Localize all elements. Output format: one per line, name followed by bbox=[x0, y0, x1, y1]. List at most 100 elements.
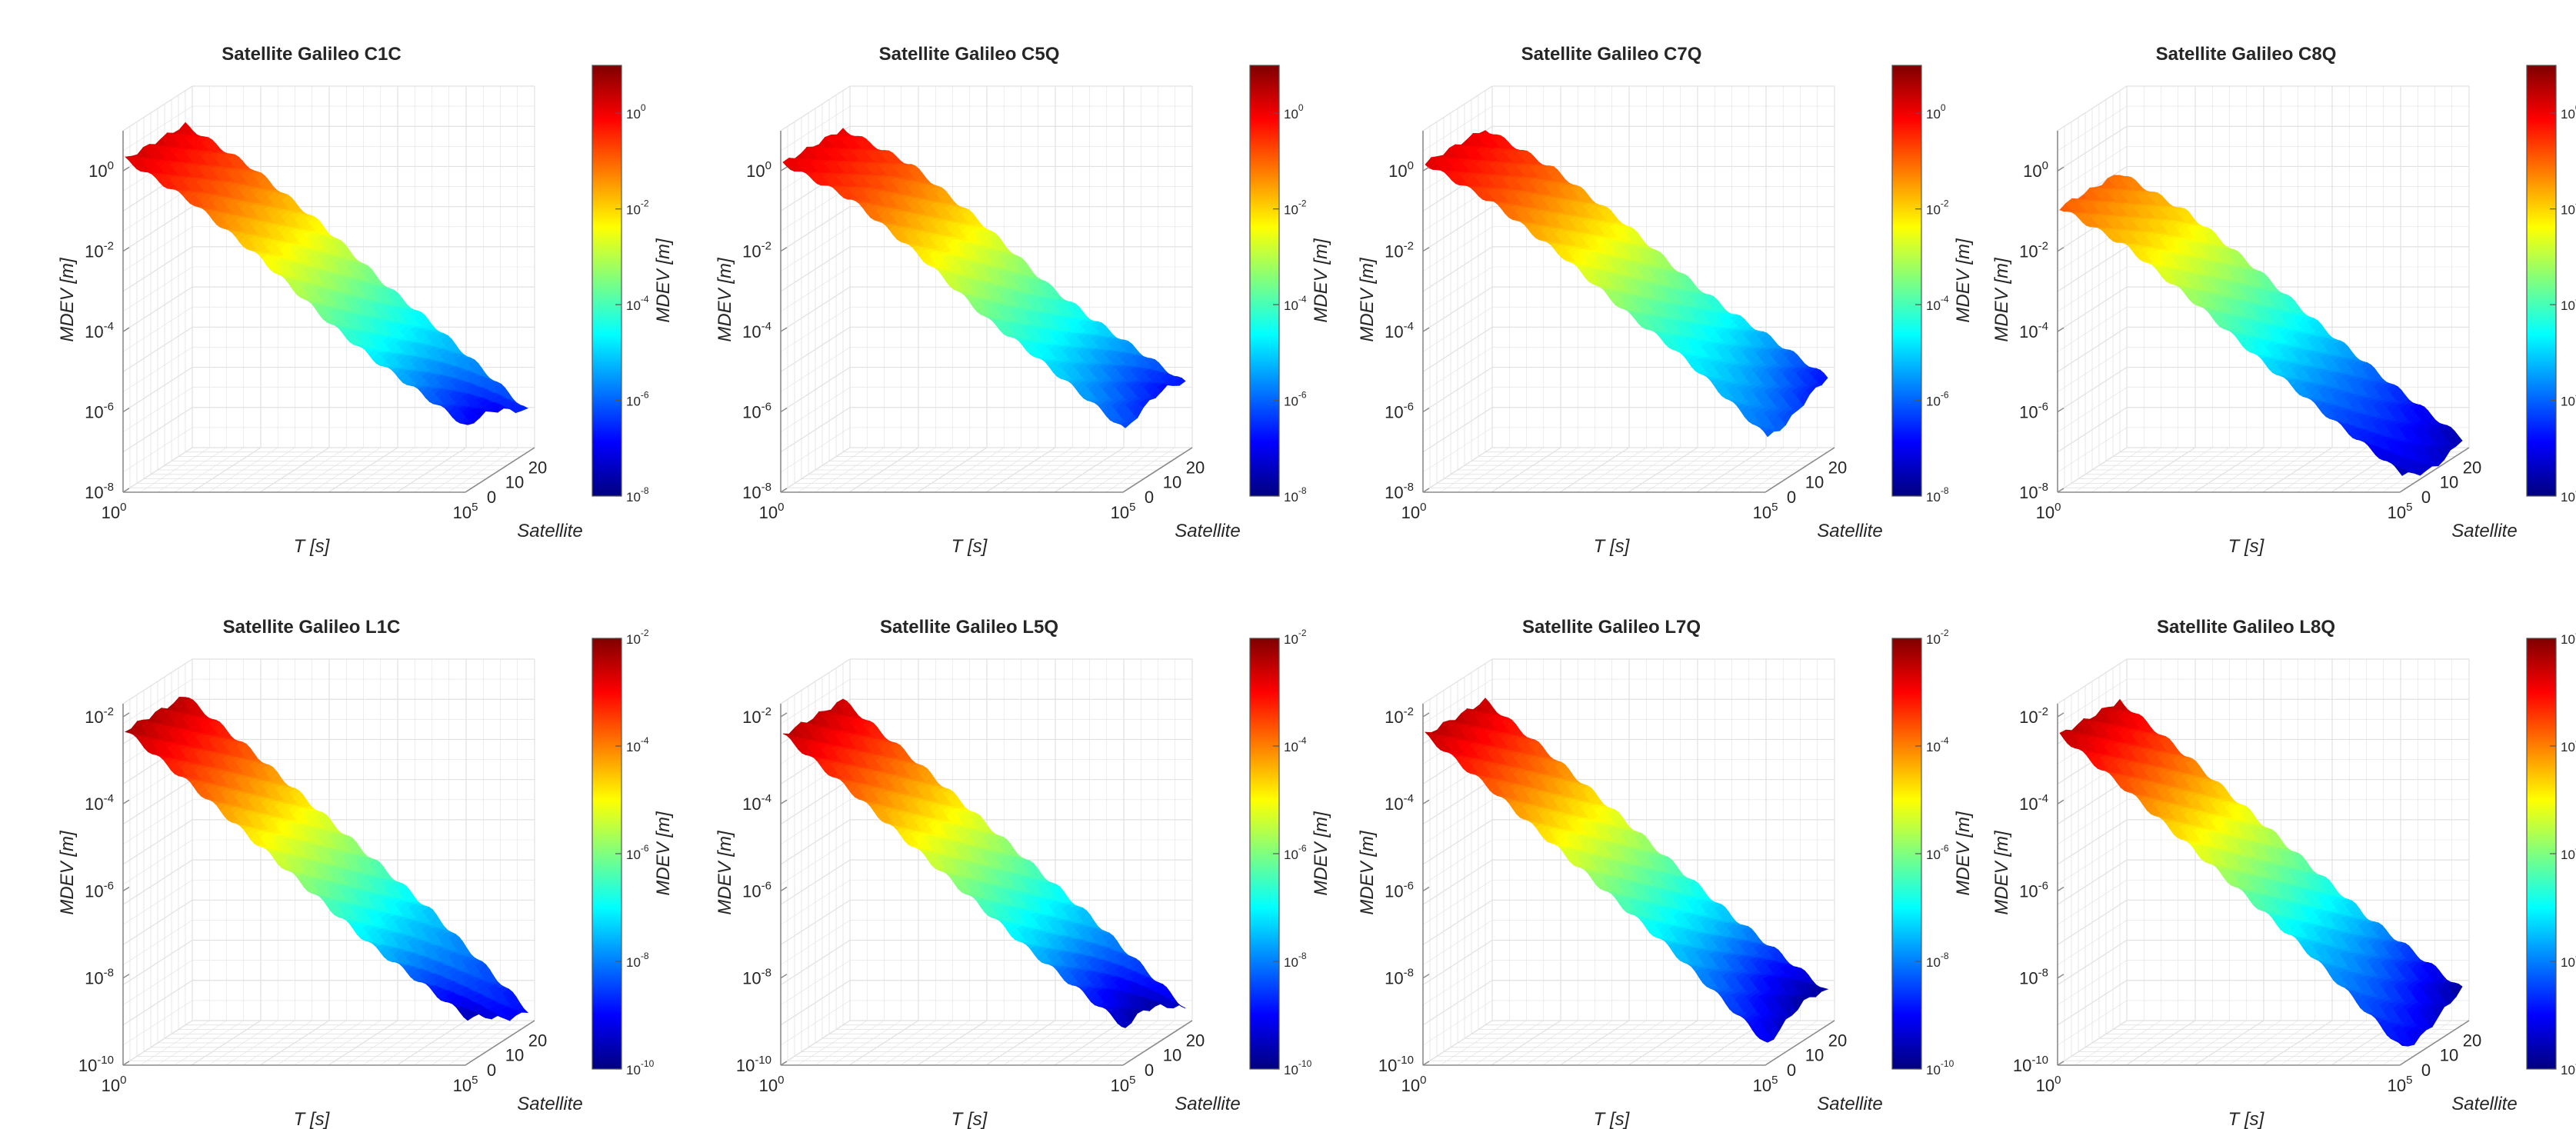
x-axis-label: T [s] bbox=[1594, 536, 1631, 557]
z-tick-mark bbox=[1422, 327, 1430, 332]
z-tick-label: 10-6 bbox=[1385, 401, 1414, 422]
colorbar-tick-label: 100 bbox=[1284, 102, 1304, 122]
z-tick-mark bbox=[1422, 166, 1430, 172]
z-tick-mark bbox=[1422, 247, 1430, 252]
colorbar-tick-label: 10-8 bbox=[1284, 485, 1307, 505]
subplot-title: Satellite Galileo C1C bbox=[222, 44, 401, 65]
z-tick-mark bbox=[122, 247, 130, 252]
x-tick-labels: 100 105 bbox=[759, 501, 1136, 522]
mdev-surface bbox=[1425, 130, 1828, 438]
z-tick-label: 100 bbox=[746, 159, 771, 181]
z-tick-label: 100 bbox=[2023, 159, 2048, 181]
x-axis-label: T [s] bbox=[951, 536, 988, 557]
colorbar-tick-label: 100 bbox=[1926, 102, 1946, 122]
colorbar-gradient bbox=[1891, 65, 1922, 497]
subplot-3: Satellite Galileo C7Q10-810-610-410-2100… bbox=[1357, 44, 1974, 557]
z-axis-label: MDEV [m] bbox=[1991, 257, 2012, 342]
z-tick-label: 10-2 bbox=[1385, 240, 1414, 261]
x-tick-labels: 100 105 bbox=[102, 501, 478, 522]
colorbar-tick-label: 100 bbox=[626, 102, 646, 122]
subplot-1: Satellite Galileo C1C10-810-610-410-2100… bbox=[57, 44, 674, 557]
surface-facet bbox=[517, 405, 528, 411]
colorbar-tick-label: 10-2 bbox=[1926, 198, 1949, 218]
y-tick-label: 20 bbox=[2463, 458, 2481, 477]
z-tick-label: 100 bbox=[88, 159, 114, 181]
x-tick-label: 105 bbox=[453, 501, 478, 522]
mdev-surface bbox=[2059, 175, 2463, 476]
colorbar-tick-label: 10-4 bbox=[2561, 294, 2576, 313]
z-tick-label: 10-8 bbox=[742, 481, 771, 502]
z-tick-mark bbox=[122, 327, 130, 332]
colorbar-tick-label: 10-6 bbox=[626, 390, 649, 409]
z-tick-label: 10-6 bbox=[2019, 401, 2048, 422]
z-tick-label: 10-8 bbox=[85, 481, 114, 502]
z-tick-label: 10-2 bbox=[742, 240, 771, 261]
z-tick-label: 10-8 bbox=[1385, 481, 1414, 502]
z-axis-label: MDEV [m] bbox=[57, 257, 78, 342]
subplot-title: Satellite Galileo C7Q bbox=[1521, 44, 1702, 65]
x-axis-label: T [s] bbox=[294, 536, 331, 557]
z-tick-mark bbox=[780, 327, 788, 332]
y-axis-label: Satellite bbox=[1817, 521, 1882, 541]
axis-lines bbox=[122, 131, 535, 493]
x-tick-label: 100 bbox=[759, 501, 785, 522]
subplot-5: Satellite Galileo L1C10-1010-810-610-410… bbox=[57, 617, 674, 1129]
z-tick-label: 10-4 bbox=[2019, 320, 2048, 341]
subplot-2: Satellite Galileo C5Q10-810-610-410-2100… bbox=[715, 44, 1331, 557]
z-tick-labels: 10-8 10-6 10-4 10-2 100 bbox=[85, 159, 130, 502]
z-tick-mark bbox=[2057, 247, 2064, 252]
y-axis-label: Satellite bbox=[2451, 521, 2517, 541]
y-tick-label: 10 bbox=[1805, 473, 1824, 492]
z-tick-mark bbox=[2057, 407, 2064, 413]
mdev-surface bbox=[124, 696, 529, 1021]
colorbar-tick-label: 10-2 bbox=[626, 198, 649, 218]
y-tick-label: 20 bbox=[1828, 458, 1847, 477]
colorbar-tick-label: 10-6 bbox=[1926, 390, 1949, 409]
colorbar-tick-label: 10-8 bbox=[626, 485, 649, 505]
z-tick-mark bbox=[122, 488, 130, 493]
z-tick-mark bbox=[2057, 166, 2064, 172]
x-tick-label: 100 bbox=[2036, 501, 2061, 522]
colorbar-gradient bbox=[2526, 65, 2557, 497]
z-tick-label: 10-6 bbox=[85, 401, 114, 422]
y-tick-label: 10 bbox=[2440, 473, 2458, 492]
surface-facet bbox=[1479, 130, 1491, 135]
colorbar-label: MDEV [m] bbox=[1311, 238, 1331, 323]
subplot-4: Satellite Galileo C8Q10-810-610-410-2100… bbox=[1991, 44, 2576, 557]
mdev-surface bbox=[782, 128, 1186, 428]
y-tick-label: 10 bbox=[505, 473, 524, 492]
z-tick-label: 10-2 bbox=[85, 240, 114, 261]
y-tick-label: 0 bbox=[487, 488, 496, 507]
colorbar-tick-label: 10-6 bbox=[2561, 390, 2576, 409]
z-tick-mark bbox=[780, 247, 788, 252]
colorbar-label: MDEV [m] bbox=[1953, 238, 1974, 323]
x-tick-label: 100 bbox=[102, 501, 127, 522]
x-tick-label: 100 bbox=[1401, 501, 1427, 522]
z-axis-label: MDEV [m] bbox=[715, 257, 735, 342]
z-tick-mark bbox=[2057, 327, 2064, 332]
z-tick-label: 10-4 bbox=[85, 320, 114, 341]
y-tick-label: 20 bbox=[528, 458, 547, 477]
mdev-surface bbox=[125, 122, 528, 425]
x-tick-labels: 100 105 bbox=[2036, 501, 2413, 522]
colorbar-tick-label: 10-8 bbox=[2561, 485, 2576, 505]
colorbar-gradient bbox=[592, 65, 622, 497]
colorbar-tick-label: 10-6 bbox=[1284, 390, 1307, 409]
colorbar-tick-label: 10-8 bbox=[1926, 485, 1949, 505]
y-tick-label: 10 bbox=[1163, 473, 1181, 492]
y-axis-label: Satellite bbox=[1175, 521, 1240, 541]
x-tick-label: 105 bbox=[2388, 501, 2413, 522]
colorbar-gradient bbox=[1249, 65, 1280, 497]
z-tick-mark bbox=[780, 407, 788, 413]
z-tick-label: 10-6 bbox=[742, 401, 771, 422]
y-axis-label: Satellite bbox=[517, 521, 582, 541]
z-tick-mark bbox=[122, 407, 130, 413]
y-tick-label: 0 bbox=[1787, 488, 1796, 507]
colorbar-tick-label: 100 bbox=[2561, 102, 2576, 122]
z-tick-label: 10-4 bbox=[1385, 320, 1414, 341]
subplot-title: Satellite Galileo C8Q bbox=[2156, 44, 2337, 65]
